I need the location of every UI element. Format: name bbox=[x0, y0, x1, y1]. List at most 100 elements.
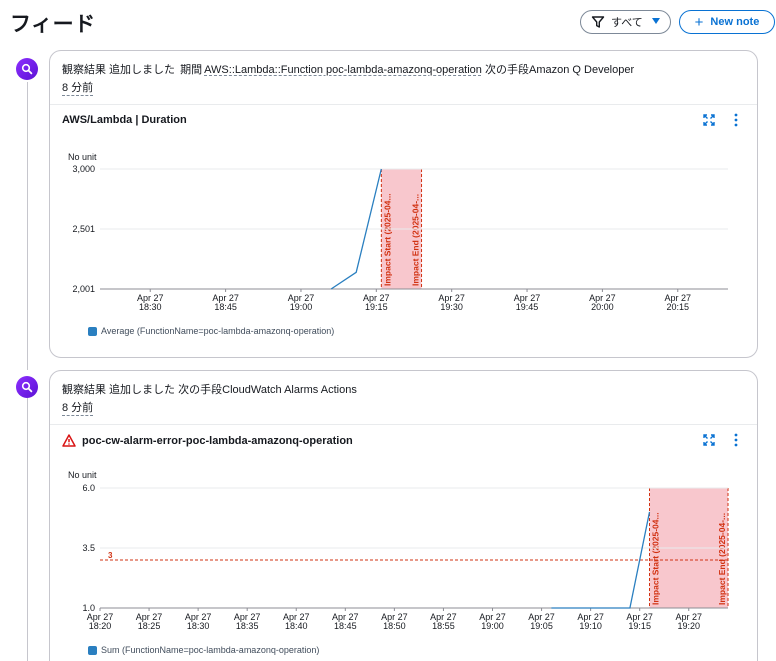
period-label: 期間 bbox=[180, 64, 203, 76]
x-tick-date: Apr 27 bbox=[288, 293, 315, 303]
feed-card: 観察結果 追加しました 次の手段CloudWatch Alarms Action… bbox=[49, 370, 758, 661]
widget-title: poc-cw-alarm-error-poc-lambda-amazonq-op… bbox=[62, 434, 353, 447]
x-tick-date: Apr 27 bbox=[675, 612, 702, 622]
x-tick-date: Apr 27 bbox=[664, 293, 691, 303]
caret-down-icon bbox=[652, 18, 660, 24]
more-vertical-icon[interactable] bbox=[734, 113, 738, 127]
x-tick-time: 19:15 bbox=[628, 621, 651, 631]
x-tick-time: 18:25 bbox=[138, 621, 161, 631]
series-line bbox=[551, 511, 651, 609]
event-description: 観察結果 追加しました 次の手段CloudWatch Alarms Action… bbox=[62, 383, 757, 398]
x-tick-date: Apr 27 bbox=[136, 612, 163, 622]
x-tick-date: Apr 27 bbox=[479, 612, 506, 622]
x-tick-time: 19:00 bbox=[290, 302, 313, 312]
next-label: 次の手段 bbox=[178, 384, 223, 396]
page-title: フィード bbox=[10, 13, 96, 36]
x-tick-time: 19:30 bbox=[440, 302, 463, 312]
x-tick-date: Apr 27 bbox=[438, 293, 465, 303]
x-tick-date: Apr 27 bbox=[381, 612, 408, 622]
event-prefix: 観察結果 追加しました bbox=[62, 384, 176, 396]
x-tick-time: 18:20 bbox=[89, 621, 112, 631]
impact-end-label: Impact End (2025-04-... bbox=[717, 513, 727, 605]
metric-widget: AWS/Lambda | Duration No unit Impact Sta… bbox=[50, 104, 757, 357]
filter-icon bbox=[591, 16, 605, 28]
chart-legend[interactable]: Average (FunctionName=poc-lambda-amazonq… bbox=[88, 326, 334, 336]
x-tick-time: 18:55 bbox=[432, 621, 455, 631]
x-tick-time: 20:15 bbox=[666, 302, 689, 312]
expand-icon[interactable] bbox=[703, 114, 715, 126]
legend-swatch bbox=[88, 645, 97, 655]
new-note-label: New note bbox=[710, 16, 760, 28]
x-tick-time: 18:50 bbox=[383, 621, 406, 631]
x-tick-time: 18:30 bbox=[139, 302, 162, 312]
unit-label: No unit bbox=[68, 470, 97, 480]
resource-link[interactable]: AWS::Lambda::Function poc-lambda-amazonq… bbox=[204, 64, 482, 76]
y-tick-label: 3.5 bbox=[82, 543, 95, 553]
amazon-q-avatar bbox=[16, 376, 38, 398]
filter-dropdown[interactable]: すべて bbox=[580, 10, 671, 34]
x-tick-date: Apr 27 bbox=[234, 612, 261, 622]
legend-label: Sum (FunctionName=poc-lambda-amazonq-ope… bbox=[101, 645, 320, 655]
series-line bbox=[330, 168, 382, 290]
search-icon bbox=[21, 63, 33, 75]
next-value: Amazon Q Developer bbox=[528, 64, 635, 76]
x-tick-date: Apr 27 bbox=[430, 612, 457, 622]
x-tick-date: Apr 27 bbox=[283, 612, 310, 622]
next-value: CloudWatch Alarms Actions bbox=[222, 384, 357, 396]
x-tick-time: 19:00 bbox=[481, 621, 504, 631]
timeline-line bbox=[27, 398, 28, 661]
impact-start-label: Impact Start (2025-04... bbox=[382, 193, 392, 286]
x-tick-time: 18:30 bbox=[187, 621, 210, 631]
duration-chart: Impact Start (2025-04... Impact End (2025… bbox=[72, 165, 728, 312]
x-tick-date: Apr 27 bbox=[332, 612, 359, 622]
alarm-title: poc-cw-alarm-error-poc-lambda-amazonq-op… bbox=[82, 434, 353, 447]
y-tick-label: 2,001 bbox=[72, 284, 95, 294]
event-description: 観察結果 追加しました 期間 AWS::Lambda::Function poc-… bbox=[62, 63, 757, 78]
x-tick-time: 19:45 bbox=[516, 302, 539, 312]
feed-card: 観察結果 追加しました 期間 AWS::Lambda::Function poc-… bbox=[49, 50, 758, 358]
x-tick-date: Apr 27 bbox=[514, 293, 541, 303]
legend-label: Average (FunctionName=poc-lambda-amazonq… bbox=[101, 326, 335, 336]
filter-label: すべて bbox=[611, 17, 643, 29]
x-tick-date: Apr 27 bbox=[363, 293, 390, 303]
x-tick-date: Apr 27 bbox=[589, 293, 616, 303]
warning-triangle-icon bbox=[62, 434, 76, 447]
y-tick-label: 2,501 bbox=[72, 224, 95, 234]
y-tick-label: 3,000 bbox=[72, 165, 95, 174]
x-tick-time: 20:00 bbox=[591, 302, 614, 312]
x-tick-date: Apr 27 bbox=[137, 293, 164, 303]
x-tick-date: Apr 27 bbox=[626, 612, 653, 622]
x-tick-date: Apr 27 bbox=[577, 612, 604, 622]
threshold-label: 3 bbox=[108, 551, 113, 560]
x-tick-time: 19:15 bbox=[365, 302, 388, 312]
x-tick-time: 19:10 bbox=[579, 621, 602, 631]
x-tick-time: 19:20 bbox=[677, 621, 700, 631]
chart-legend[interactable]: Sum (FunctionName=poc-lambda-amazonq-ope… bbox=[88, 645, 319, 655]
widget-title: AWS/Lambda | Duration bbox=[62, 114, 187, 126]
timestamp[interactable]: 8 分前 bbox=[62, 82, 94, 96]
x-tick-time: 18:40 bbox=[285, 621, 308, 631]
alarm-chart: Impact Start (2025-04... Impact End (2025… bbox=[82, 483, 729, 631]
x-tick-date: Apr 27 bbox=[185, 612, 212, 622]
event-prefix: 観察結果 追加しました bbox=[62, 64, 176, 76]
timestamp[interactable]: 8 分前 bbox=[62, 402, 94, 416]
legend-swatch bbox=[88, 326, 97, 336]
impact-end-label: Impact End (2025-04-... bbox=[411, 194, 421, 286]
x-tick-time: 19:05 bbox=[530, 621, 553, 631]
search-icon bbox=[21, 381, 33, 393]
x-tick-time: 18:45 bbox=[334, 621, 357, 631]
new-note-button[interactable]: + New note bbox=[679, 10, 775, 34]
more-vertical-icon[interactable] bbox=[734, 433, 738, 447]
y-tick-label: 1.0 bbox=[82, 603, 95, 613]
y-tick-label: 6.0 bbox=[82, 483, 95, 493]
x-tick-date: Apr 27 bbox=[87, 612, 114, 622]
unit-label: No unit bbox=[68, 152, 97, 162]
plus-icon: + bbox=[694, 13, 704, 31]
expand-icon[interactable] bbox=[703, 434, 715, 446]
x-tick-time: 18:45 bbox=[214, 302, 237, 312]
next-label: 次の手段 bbox=[484, 64, 529, 76]
amazon-q-avatar bbox=[16, 58, 38, 80]
x-tick-time: 18:35 bbox=[236, 621, 259, 631]
x-tick-date: Apr 27 bbox=[212, 293, 239, 303]
alarm-widget: poc-cw-alarm-error-poc-lambda-amazonq-op… bbox=[50, 424, 757, 661]
